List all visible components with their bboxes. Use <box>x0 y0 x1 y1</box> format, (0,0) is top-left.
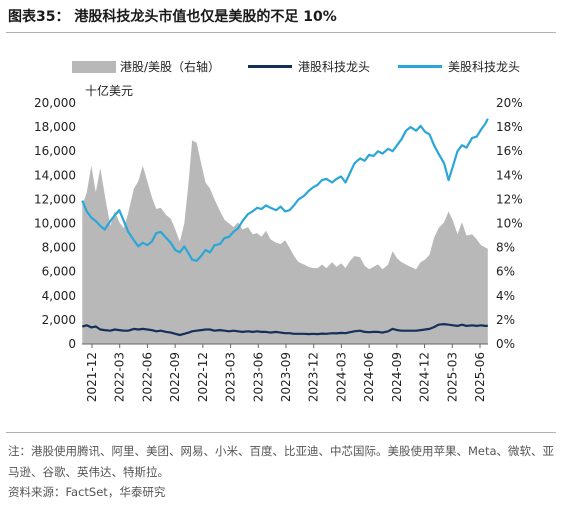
source-text: 资料来源：FactSet，华泰研究 <box>8 485 166 499</box>
legend-label-us: 美股科技龙头 <box>448 60 521 74</box>
legend-label-hk: 港股科技龙头 <box>298 60 371 74</box>
x-tick-label: 2022-12 <box>196 352 210 402</box>
series-line-1 <box>82 323 488 337</box>
legend-swatch-us <box>398 65 442 68</box>
y-right-tick-label: 16% <box>496 144 523 158</box>
legend-item-us: 美股科技龙头 <box>398 58 520 75</box>
series-area-0 <box>82 140 488 344</box>
y-left-tick-label: 0 <box>68 337 76 351</box>
x-tick-label: 2024-09 <box>390 352 404 402</box>
x-tick-label: 2025-03 <box>445 352 459 402</box>
x-tick-label: 2022-06 <box>140 352 154 402</box>
y-right-tick-label: 14% <box>496 168 523 182</box>
y-right-tick-label: 4% <box>496 289 515 303</box>
y-left-tick-label: 18,000 <box>34 120 76 134</box>
x-tick-label: 2021-12 <box>85 352 99 402</box>
x-tick-label: 2023-09 <box>279 352 293 402</box>
y-right-tick-label: 6% <box>496 265 515 279</box>
y-unit-label: 十亿美元 <box>85 84 134 98</box>
y-right-tick-label: 10% <box>496 217 523 231</box>
legend-swatch-ratio <box>72 60 116 73</box>
y-left-tick-label: 2,000 <box>42 313 76 327</box>
y-left-tick-label: 4,000 <box>42 289 76 303</box>
title-divider <box>6 32 556 33</box>
x-tick-label: 2024-03 <box>334 352 348 402</box>
x-tick-label: 2025-06 <box>473 352 487 402</box>
y-right-tick-label: 0% <box>496 337 515 351</box>
legend-item-hk: 港股科技龙头 <box>248 58 370 75</box>
x-tick-label: 2022-09 <box>168 352 182 402</box>
y-right-tick-label: 2% <box>496 313 515 327</box>
x-tick-label: 2023-12 <box>307 352 321 402</box>
y-left-tick-label: 14,000 <box>34 168 76 182</box>
chart-canvas: 0 2,000 4,000 6,000 8,000 10,000 12,000 14,000 1… <box>34 96 523 402</box>
legend-item-ratio: 港股/美股（右轴） <box>72 58 220 75</box>
chart-title: 图表35： 港股科技龙头市值也仅是美股的不足 10% <box>8 9 337 25</box>
y-right-tick-label: 20% <box>496 96 523 110</box>
legend-label-ratio: 港股/美股（右轴） <box>120 60 221 74</box>
y-left-tick-label: 6,000 <box>42 265 76 279</box>
series-line-2 <box>81 118 489 262</box>
y-left-tick-label: 16,000 <box>34 144 76 158</box>
footnote-text: 注：港股使用腾讯、阿里、美团、网易、小米、百度、比亚迪、中芯国际。美股使用苹果、… <box>8 444 555 479</box>
legend-swatch-hk <box>248 65 292 68</box>
y-left-tick-label: 12,000 <box>34 192 76 206</box>
footnote-divider <box>6 432 556 433</box>
y-left-tick-label: 10,000 <box>34 217 76 231</box>
y-right-tick-label: 12% <box>496 192 523 206</box>
x-tick-label: 2022-03 <box>113 352 127 402</box>
x-tick-label: 2023-03 <box>224 352 238 402</box>
x-tick-label: 2023-06 <box>251 352 265 402</box>
y-left-tick-label: 8,000 <box>42 241 76 255</box>
y-right-tick-label: 8% <box>496 241 515 255</box>
x-tick-label: 2024-06 <box>362 352 376 402</box>
y-right-tick-label: 18% <box>496 120 523 134</box>
x-tick-label: 2024-12 <box>418 352 432 402</box>
y-left-tick-label: 20,000 <box>34 96 76 110</box>
